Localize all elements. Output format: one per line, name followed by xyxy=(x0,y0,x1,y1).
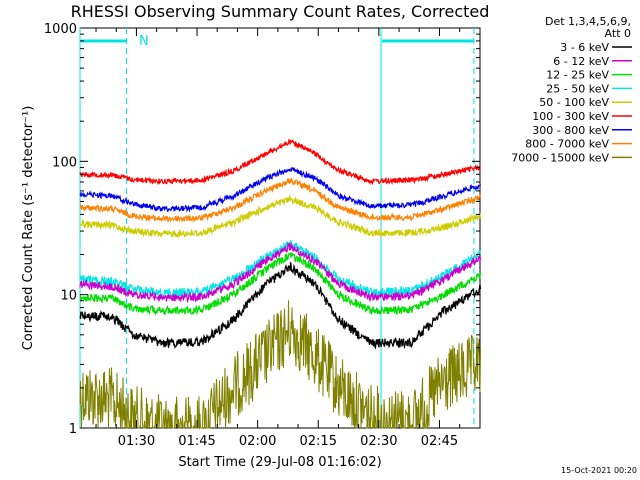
series-line xyxy=(79,177,482,223)
x-axis-label: Start Time (29-Jul-08 01:16:02) xyxy=(178,455,381,470)
legend-item-label: 6 - 12 keV xyxy=(553,55,609,68)
footer-stamp: 15-Oct-2021 00:20 xyxy=(561,466,637,475)
y-axis-label: Corrected Count Rate (s⁻¹ detector⁻¹) xyxy=(21,106,36,351)
legend-item-label: 7000 - 15000 keV xyxy=(511,151,609,164)
series-line xyxy=(79,300,481,430)
observing-markers xyxy=(79,28,475,428)
x-tick-label: 01:30 xyxy=(118,434,155,449)
legend-item-label: 100 - 300 keV xyxy=(532,110,609,123)
x-axis: 01:30 01:45 02:00 02:15 02:30 02:45 xyxy=(95,28,461,449)
legend-header-1: Det 1,3,4,5,6,9, xyxy=(545,15,631,28)
chart-title: RHESSI Observing Summary Count Rates, Co… xyxy=(71,2,490,21)
y-tick-label: 1 xyxy=(69,422,77,437)
y-tick-label: 100 xyxy=(52,155,77,170)
legend-item-label: 3 - 6 keV xyxy=(560,41,609,54)
legend-item-label: 50 - 100 keV xyxy=(539,96,609,109)
x-tick-label: 01:45 xyxy=(178,434,215,449)
series-line xyxy=(79,138,482,186)
x-tick-label: 02:00 xyxy=(239,434,276,449)
legend-item-label: 800 - 7000 keV xyxy=(525,138,609,151)
legend-item-label: 300 - 800 keV xyxy=(532,124,609,137)
y-tick-label: 1000 xyxy=(44,22,77,37)
series-line xyxy=(79,261,482,350)
series-layer xyxy=(79,138,482,430)
series-line xyxy=(79,166,482,213)
legend-header-2: Att 0 xyxy=(605,27,631,40)
x-tick-label: 02:15 xyxy=(300,434,337,449)
series-line xyxy=(79,242,482,304)
legend-item-label: 12 - 25 keV xyxy=(546,69,609,82)
x-tick-label: 02:30 xyxy=(360,434,397,449)
series-line xyxy=(79,252,482,317)
legend-item-label: 25 - 50 keV xyxy=(546,82,609,95)
series-line xyxy=(79,195,482,239)
y-axis: 1 10 100 1000 xyxy=(44,22,480,437)
y-tick-label: 10 xyxy=(60,289,77,304)
plot-area: N xyxy=(79,27,482,430)
annotation-n: N xyxy=(139,34,149,49)
x-tick-label: 02:45 xyxy=(421,434,458,449)
